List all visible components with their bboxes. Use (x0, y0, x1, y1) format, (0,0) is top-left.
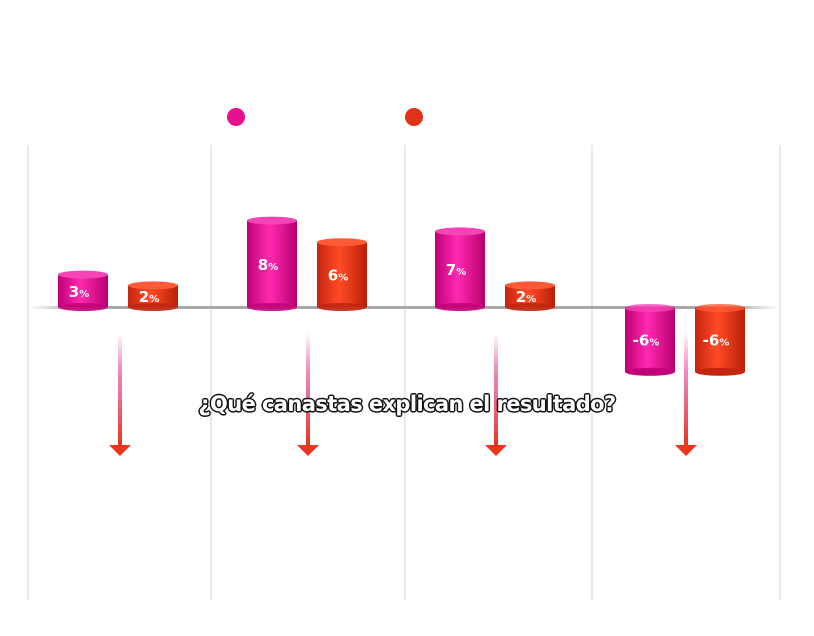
data-label: -6% (703, 331, 730, 349)
data-label: 3% (69, 283, 89, 301)
bar (128, 281, 178, 311)
bar (435, 227, 485, 311)
data-label: 2% (516, 288, 536, 306)
bar (695, 304, 745, 376)
bar (505, 281, 555, 311)
bar (317, 238, 367, 311)
legend-swatch-2 (405, 108, 423, 126)
arrow-down-icon (485, 333, 507, 456)
legend-swatch-1 (227, 108, 245, 126)
question-text: ¿Qué canastas explican el resultado? (198, 392, 616, 416)
bar (625, 304, 675, 376)
data-label: 6% (328, 267, 348, 285)
arrow-down-icon (675, 333, 697, 456)
arrow-down-icon (109, 333, 131, 456)
zero-baseline (28, 306, 780, 309)
data-label: 2% (139, 288, 159, 306)
data-label: -6% (633, 331, 660, 349)
data-label: 7% (446, 261, 466, 279)
bar (247, 216, 297, 311)
data-label: 8% (258, 256, 278, 274)
arrow-down-icon (297, 333, 319, 456)
bar (58, 270, 108, 311)
